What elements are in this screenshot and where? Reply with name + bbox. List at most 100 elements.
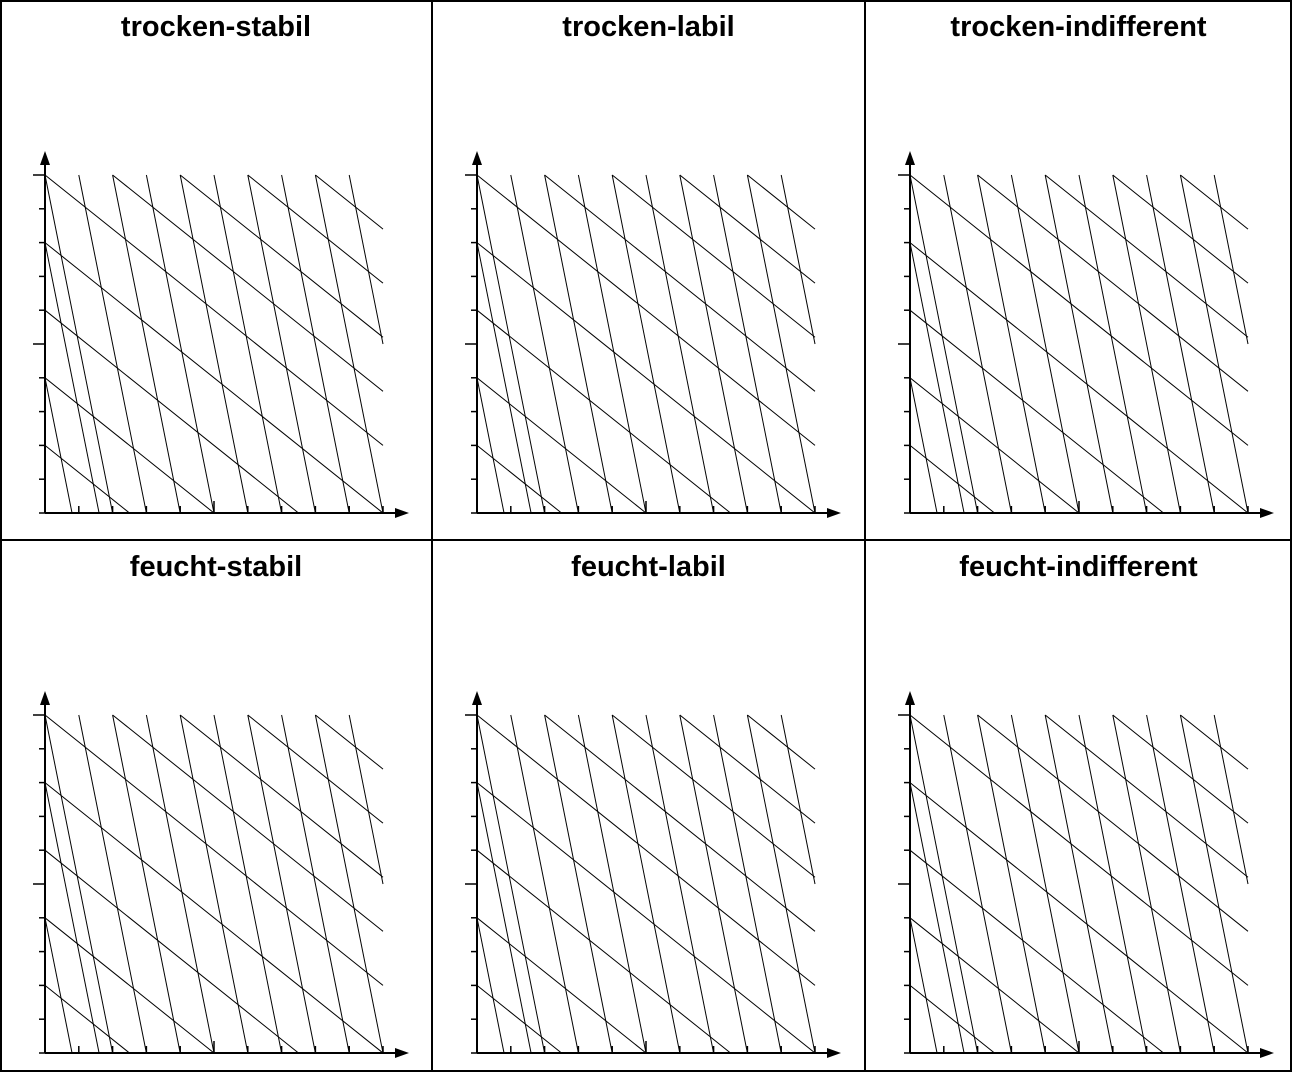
isotherm-line bbox=[314, 174, 384, 514]
adiabat-line bbox=[476, 309, 731, 514]
panel-title: trocken-stabil bbox=[120, 11, 312, 43]
isotherm-line bbox=[179, 174, 249, 514]
adiabat-line bbox=[1112, 714, 1249, 824]
panel-title: trocken-indifferent bbox=[950, 11, 1207, 43]
diagram-plot bbox=[33, 151, 409, 518]
adiabat-line bbox=[679, 714, 816, 824]
adiabat-line bbox=[476, 714, 816, 986]
adiabat-line bbox=[909, 174, 1249, 446]
x-axis-arrow-icon bbox=[1260, 508, 1274, 518]
y-axis-arrow-icon bbox=[472, 691, 482, 705]
panel-title: feucht-indifferent bbox=[959, 551, 1198, 583]
panel-feucht-indifferent: feucht-indifferent bbox=[865, 540, 1292, 1072]
diagram-plot bbox=[465, 691, 841, 1058]
isotherm-line bbox=[112, 714, 181, 1054]
isotherm-line bbox=[1010, 714, 1080, 1054]
isotherm-line bbox=[1213, 714, 1249, 885]
isotherm-line bbox=[746, 174, 816, 514]
isotherm-line bbox=[510, 714, 579, 1054]
isotherm-line bbox=[44, 917, 73, 1054]
isotherm-line bbox=[1146, 174, 1215, 514]
adiabat-line bbox=[44, 445, 130, 514]
isotherm-line bbox=[909, 174, 979, 514]
isotherm-line bbox=[909, 377, 938, 514]
isotherm-line bbox=[1146, 714, 1215, 1054]
isotherm-line bbox=[713, 714, 782, 1054]
adiabat-line bbox=[44, 917, 215, 1054]
adiabat-line bbox=[476, 377, 647, 514]
isotherm-line bbox=[977, 714, 1046, 1054]
isotherm-line bbox=[1179, 174, 1249, 514]
isotherm-line bbox=[645, 714, 715, 1054]
adiabat-line bbox=[179, 714, 384, 878]
adiabat-line bbox=[476, 174, 816, 446]
isotherm-line bbox=[1078, 714, 1148, 1054]
isotherm-line bbox=[1213, 174, 1249, 345]
adiabat-line bbox=[315, 174, 384, 230]
isotherm-line bbox=[679, 714, 748, 1054]
adiabat-line bbox=[909, 377, 1080, 514]
adiabat-line bbox=[44, 242, 384, 514]
adiabat-line bbox=[44, 174, 384, 446]
isotherm-line bbox=[476, 174, 546, 514]
adiabat-line bbox=[476, 849, 731, 1054]
adiabat-line bbox=[1044, 174, 1249, 338]
isotherm-line bbox=[44, 174, 114, 514]
panel-trocken-indifferent: trocken-indifferent bbox=[865, 0, 1292, 540]
isotherm-line bbox=[213, 174, 283, 514]
panel-trocken-labil: trocken-labil bbox=[432, 0, 865, 540]
isotherm-line bbox=[348, 174, 384, 345]
isotherm-line bbox=[348, 714, 384, 885]
adiabat-line bbox=[44, 849, 299, 1054]
adiabat-line bbox=[977, 174, 1249, 392]
adiabat-line bbox=[1180, 714, 1249, 770]
isotherm-line bbox=[1112, 174, 1181, 514]
adiabat-line bbox=[611, 714, 816, 878]
isotherm-line bbox=[44, 242, 100, 514]
adiabat-line bbox=[909, 782, 1249, 1054]
isotherm-line bbox=[1078, 174, 1148, 514]
isotherm-line bbox=[476, 714, 546, 1054]
adiabat-line bbox=[1180, 174, 1249, 230]
adiabat-line bbox=[112, 714, 384, 932]
x-axis-arrow-icon bbox=[395, 508, 409, 518]
x-axis-arrow-icon bbox=[1260, 1048, 1274, 1058]
isotherm-line bbox=[476, 242, 532, 514]
adiabat-line bbox=[476, 242, 816, 514]
adiabat-line bbox=[44, 985, 130, 1054]
adiabat-line bbox=[977, 714, 1249, 932]
adiabat-line bbox=[476, 782, 816, 1054]
isotherm-line bbox=[78, 714, 147, 1054]
diagram-plot bbox=[898, 151, 1274, 518]
isotherm-line bbox=[679, 174, 748, 514]
isotherm-line bbox=[78, 174, 147, 514]
adiabat-line bbox=[476, 445, 562, 514]
isotherm-line bbox=[977, 174, 1046, 514]
adiabat-line bbox=[179, 174, 384, 338]
panel-trocken-stabil: trocken-stabil bbox=[0, 0, 432, 540]
panel-feucht-stabil: feucht-stabil bbox=[0, 540, 432, 1072]
adiabat-line bbox=[544, 174, 816, 392]
isotherm-line bbox=[510, 174, 579, 514]
adiabat-line bbox=[747, 174, 816, 230]
adiabat-line bbox=[112, 174, 384, 392]
diagram-plot bbox=[465, 151, 841, 518]
isotherm-line bbox=[909, 917, 938, 1054]
isotherm-line bbox=[44, 377, 73, 514]
x-axis-arrow-icon bbox=[395, 1048, 409, 1058]
isotherm-line bbox=[1044, 174, 1114, 514]
adiabat-line bbox=[909, 917, 1080, 1054]
panel-title: trocken-labil bbox=[562, 11, 735, 43]
isotherm-line bbox=[1112, 714, 1181, 1054]
diagram-plot bbox=[898, 691, 1274, 1058]
isotherm-line bbox=[179, 714, 249, 1054]
adiabat-line bbox=[476, 985, 562, 1054]
adiabat-line bbox=[247, 714, 384, 824]
isotherm-line bbox=[281, 174, 350, 514]
adiabat-line bbox=[611, 174, 816, 338]
isotherm-line bbox=[746, 714, 816, 1054]
adiabat-line bbox=[909, 445, 995, 514]
adiabat-line bbox=[247, 174, 384, 284]
x-axis-arrow-icon bbox=[827, 508, 841, 518]
adiabat-line bbox=[909, 985, 995, 1054]
